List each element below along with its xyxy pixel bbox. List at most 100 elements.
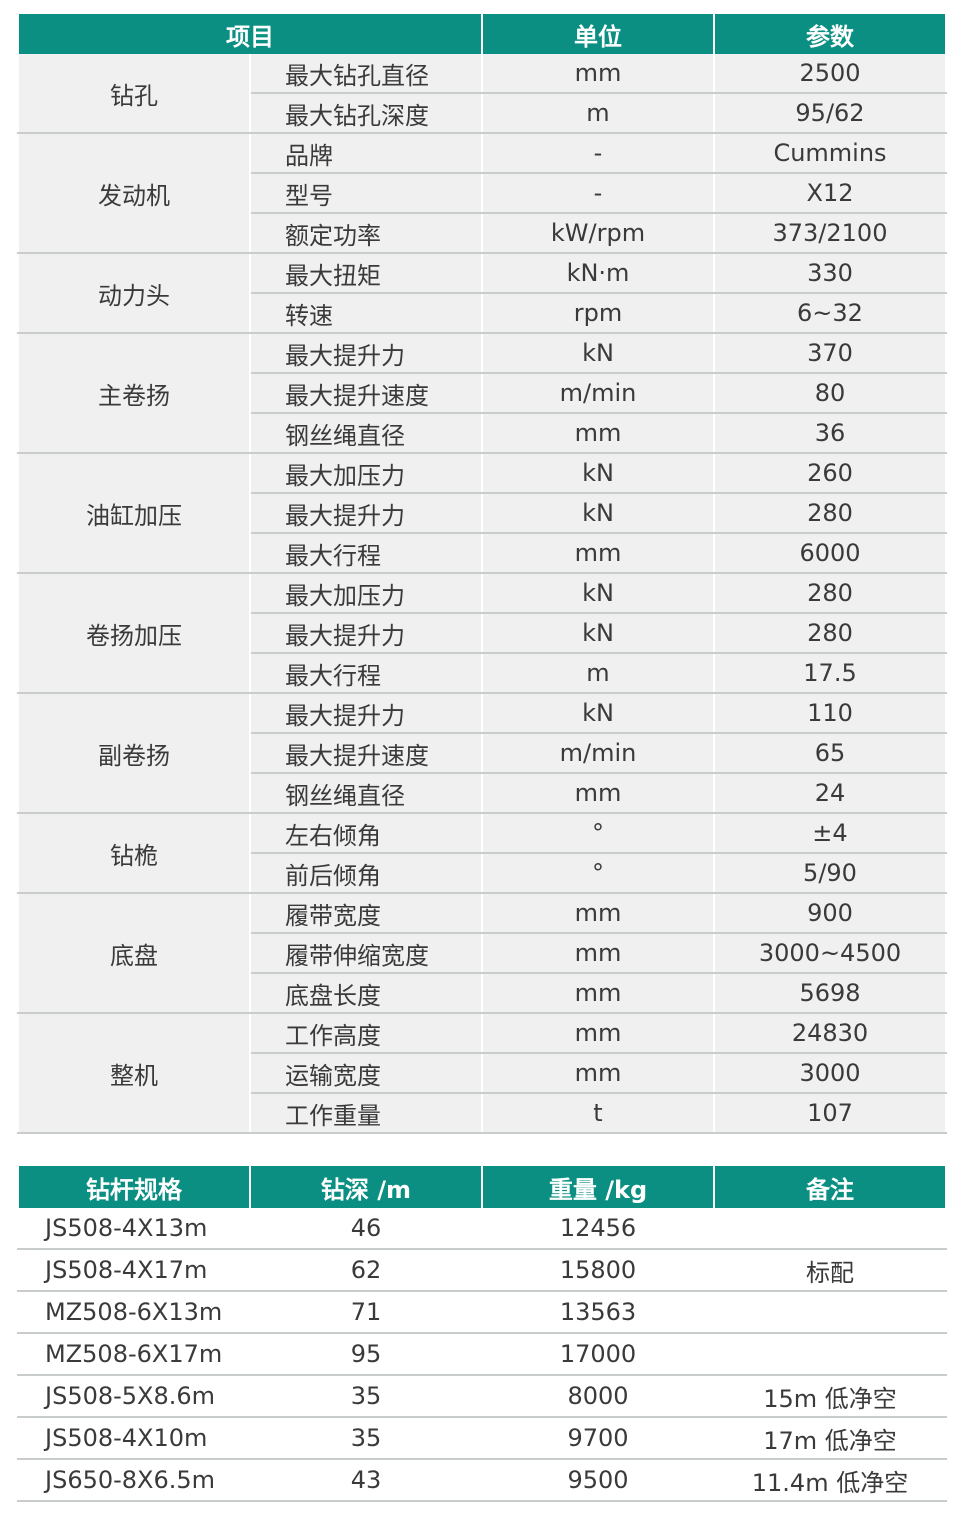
spec-unit: m (481, 93, 715, 134)
spec-unit: mm (481, 54, 715, 94)
spec-item: 最大提升力 (249, 693, 483, 734)
spec-row: 钻桅 左右倾角 ° ±4 (17, 813, 947, 894)
spec-row: 钢丝绳直径 mm 24 (18, 773, 947, 814)
rod-remark (713, 1333, 947, 1376)
spec-value: 280 (713, 493, 947, 534)
spec-value: 280 (713, 573, 947, 614)
spec-row: 卷扬加压 最大加压力 kN 280 (17, 573, 947, 694)
rod-row: JS508-4X10m 35 9700 17m 低净空 (17, 1417, 947, 1460)
spec-unit: ° (481, 813, 715, 854)
header-item: 项目 (17, 14, 483, 54)
header-value: 参数 (713, 14, 947, 54)
rod-body: JS508-4X13m 46 12456 JS508-4X17m 62 15800 标配 MZ… (17, 1208, 947, 1502)
spec-row: 最大提升力 kN 280 (18, 613, 947, 654)
spec-value: 95/62 (713, 93, 947, 134)
header-weight: 重量 /kg (481, 1166, 715, 1208)
spec-item: 品牌 (249, 133, 483, 174)
spec-row: 最大行程 mm 6000 (18, 533, 947, 574)
spec-unit: kN (481, 453, 715, 494)
spec-item: 最大加压力 (249, 573, 483, 614)
rod-weight: 15800 (481, 1249, 715, 1292)
rod-depth: 71 (249, 1291, 483, 1334)
spec-value: 3000~4500 (713, 933, 947, 974)
spec-unit: rpm (481, 293, 715, 334)
rod-row: JS508-5X8.6m 35 8000 15m 低净空 (17, 1375, 947, 1418)
spec-value: X12 (713, 173, 947, 214)
spec-unit: kW/rpm (481, 213, 715, 254)
rod-spec: JS508-5X8.6m (17, 1375, 251, 1418)
rod-remark: 17m 低净空 (713, 1417, 947, 1460)
rod-depth: 43 (249, 1459, 483, 1502)
spec-unit: - (481, 173, 715, 214)
rod-weight: 8000 (481, 1375, 715, 1418)
spec-item: 型号 (249, 173, 483, 214)
spec-item: 底盘长度 (249, 973, 483, 1014)
rod-row: JS508-4X13m 46 12456 (17, 1208, 947, 1250)
spec-value: 5698 (713, 973, 947, 1014)
spec-value: 370 (713, 333, 947, 374)
spec-item: 最大行程 (249, 533, 483, 574)
spec-item: 最大提升力 (249, 613, 483, 654)
rod-weight: 13563 (481, 1291, 715, 1334)
spec-unit: m (481, 653, 715, 694)
header-unit: 单位 (481, 14, 715, 54)
group-name: 油缸加压 (17, 453, 251, 574)
spec-unit: mm (481, 533, 715, 574)
rod-remark (713, 1208, 947, 1250)
rod-depth: 95 (249, 1333, 483, 1376)
spec-row: 前后倾角 ° 5/90 (18, 853, 947, 894)
spec-unit: kN (481, 573, 715, 614)
spec-unit: mm (481, 973, 715, 1014)
group-name: 底盘 (17, 893, 251, 1014)
spec-item: 最大行程 (249, 653, 483, 694)
spec-value: Cummins (713, 133, 947, 174)
spec-item: 最大钻孔深度 (249, 93, 483, 134)
rod-depth: 62 (249, 1249, 483, 1292)
spec-row: 底盘长度 mm 5698 (18, 973, 947, 1014)
group-name: 钻桅 (17, 813, 251, 894)
spec-row: 运输宽度 mm 3000 (18, 1053, 947, 1094)
rod-spec: MZ508-6X13m (17, 1291, 251, 1334)
spec-item: 钢丝绳直径 (249, 773, 483, 814)
spec-unit: mm (481, 773, 715, 814)
spec-body: 钻孔 最大钻孔直径 mm 2500 最大钻孔深度 m 95/62 发动机 品牌 - Cummins 型… (17, 54, 947, 1134)
spec-value: 900 (713, 893, 947, 934)
spec-value: 3000 (713, 1053, 947, 1094)
spec-row: 履带伸缩宽度 mm 3000~4500 (18, 933, 947, 974)
group-name: 钻孔 (17, 54, 251, 134)
spec-item: 最大提升力 (249, 333, 483, 374)
spec-value: 330 (713, 253, 947, 294)
group-name: 动力头 (17, 253, 251, 334)
spec-value: 65 (713, 733, 947, 774)
rod-remark (713, 1291, 947, 1334)
spec-item: 履带宽度 (249, 893, 483, 934)
spec-unit: mm (481, 1053, 715, 1094)
rod-row: JS650-8X6.5m 43 9500 11.4m 低净空 (17, 1459, 947, 1502)
rod-spec: MZ508-6X17m (17, 1333, 251, 1376)
rod-depth: 35 (249, 1375, 483, 1418)
header-depth: 钻深 /m (249, 1166, 483, 1208)
group-name: 整机 (17, 1013, 251, 1134)
rod-remark: 11.4m 低净空 (713, 1459, 947, 1502)
rod-row: MZ508-6X17m 95 17000 (17, 1333, 947, 1376)
spec-unit: mm (481, 893, 715, 934)
spec-row: 整机 工作高度 mm 24830 (17, 1013, 947, 1134)
spec-row: 额定功率 kW/rpm 373/2100 (18, 213, 947, 254)
spec-item: 左右倾角 (249, 813, 483, 854)
group-name: 发动机 (17, 133, 251, 254)
spec-value: 5/90 (713, 853, 947, 894)
rod-depth: 46 (249, 1208, 483, 1250)
spec-item: 运输宽度 (249, 1053, 483, 1094)
spec-row: 动力头 最大扭矩 kN·m 330 (17, 253, 947, 334)
spec-unit: kN (481, 693, 715, 734)
spec-item: 最大扭矩 (249, 253, 483, 294)
spec-row: 发动机 品牌 - Cummins (17, 133, 947, 254)
rod-table: 钻杆规格 钻深 /m 重量 /kg 备注 JS508-4X13m 46 12456 J… (17, 1166, 947, 1502)
spec-row: 型号 - X12 (18, 173, 947, 214)
rod-remark: 标配 (713, 1249, 947, 1292)
spec-item: 工作高度 (249, 1013, 483, 1054)
spec-unit: t (481, 1093, 715, 1134)
spec-item: 最大加压力 (249, 453, 483, 494)
spec-value: 24 (713, 773, 947, 814)
group-name: 卷扬加压 (17, 573, 251, 694)
